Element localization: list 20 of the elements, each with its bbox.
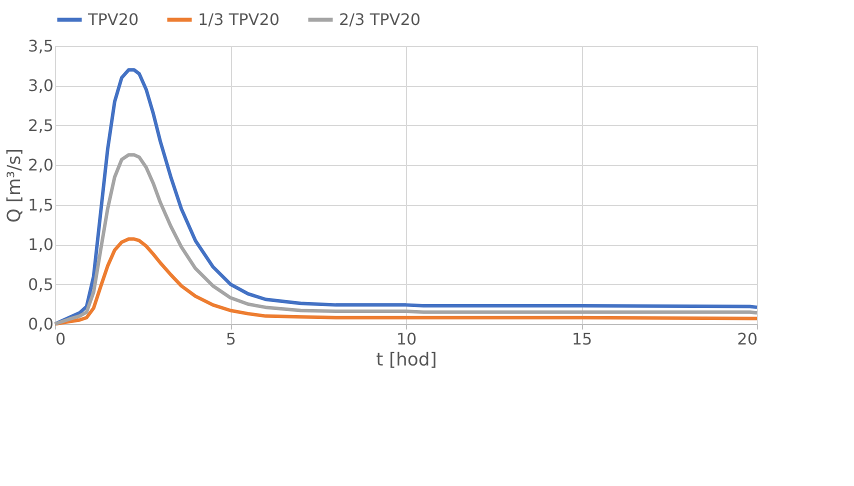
y-tick-label: 1,0 bbox=[28, 235, 54, 254]
x-axis-title: t [hod] bbox=[376, 350, 437, 370]
y-axis-title: Q [m³/s] bbox=[4, 148, 26, 223]
legend-label: TPV20 bbox=[87, 10, 139, 29]
y-tick-label: 1,5 bbox=[28, 195, 54, 214]
x-tick-label: 15 bbox=[572, 330, 592, 348]
legend-label: 1/3 TPV20 bbox=[198, 10, 280, 29]
line-series bbox=[53, 237, 759, 326]
y-tick-label: 2,0 bbox=[28, 156, 54, 175]
y-tick-label: 3,0 bbox=[28, 76, 54, 96]
x-tick-label: 10 bbox=[396, 330, 417, 348]
x-tick-label: 20 bbox=[737, 330, 758, 348]
y-tick-label: 0,5 bbox=[28, 274, 54, 294]
y-tick-label: 2,5 bbox=[28, 116, 54, 135]
y-tick-label: 0,0 bbox=[28, 314, 54, 334]
y-tick-label: 3,5 bbox=[28, 36, 54, 56]
x-tick-label: 5 bbox=[226, 330, 236, 348]
legend-label: 2/3 TPV20 bbox=[339, 10, 421, 29]
line-series bbox=[53, 153, 759, 326]
x-tick-label: 0 bbox=[56, 330, 66, 348]
